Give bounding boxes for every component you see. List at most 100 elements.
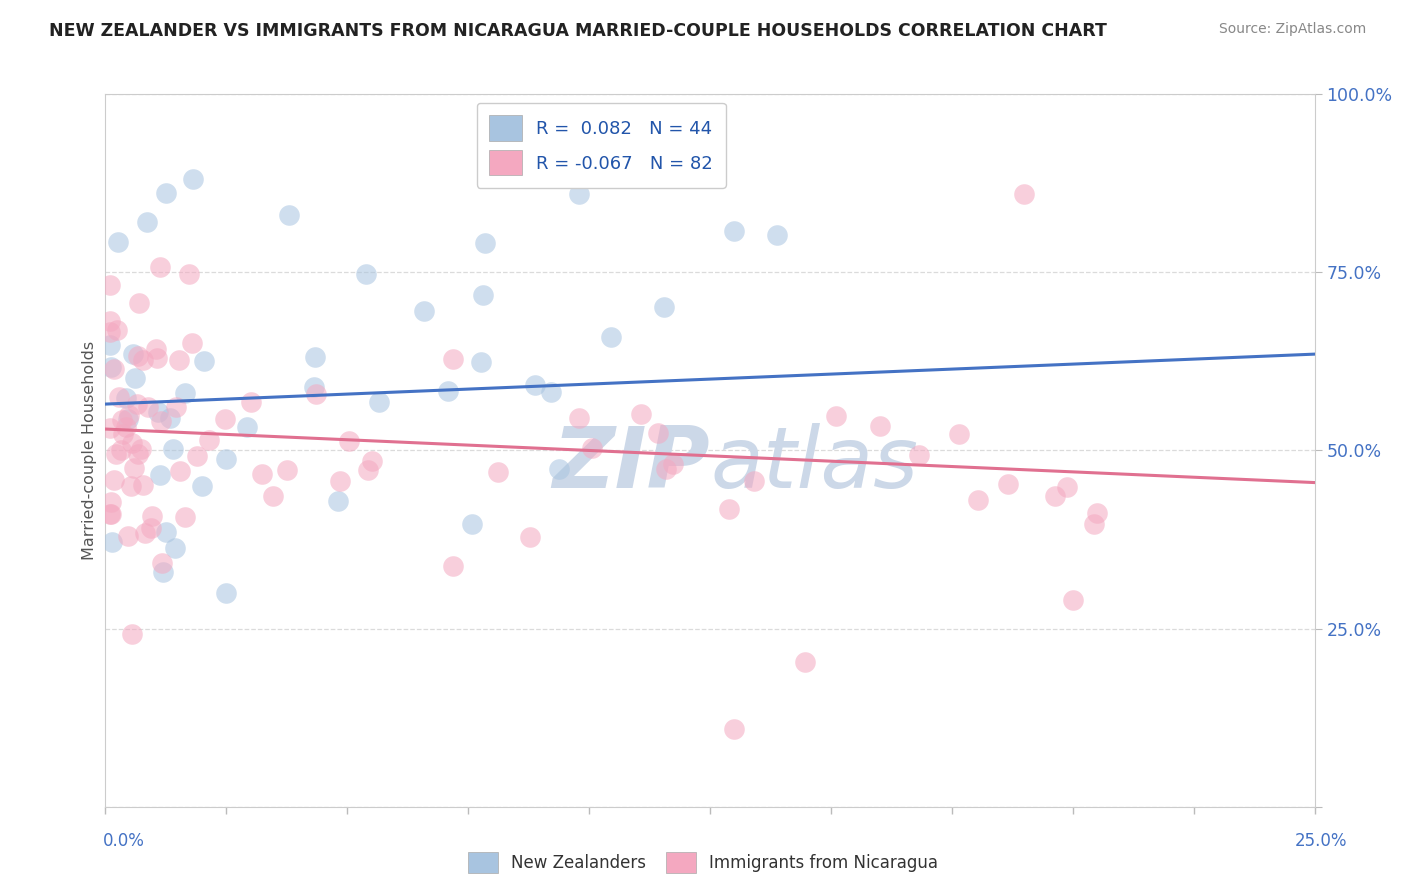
Point (337, 434, 360, 449)
Point (111, 427, 134, 442)
Point (742, 475, 765, 489)
Point (177, 267, 200, 281)
Point (121, 627, 143, 641)
Point (136, 215, 159, 229)
Point (152, 565, 174, 579)
Point (159, 411, 181, 425)
Point (127, 350, 149, 364)
Point (766, 228, 789, 243)
Point (174, 510, 197, 524)
Point (181, 172, 204, 186)
Point (1085, 506, 1108, 520)
Point (329, 474, 352, 488)
Point (107, 390, 129, 404)
Point (111, 413, 134, 427)
Point (655, 462, 678, 476)
Point (115, 420, 138, 434)
Point (105, 323, 128, 337)
Point (118, 409, 141, 423)
Point (519, 530, 541, 544)
Point (305, 386, 328, 401)
Point (180, 336, 202, 351)
Point (437, 384, 460, 398)
Point (997, 477, 1019, 491)
Text: 0.0%: 0.0% (103, 831, 145, 849)
Point (472, 287, 495, 301)
Point (581, 441, 603, 455)
Point (198, 433, 221, 447)
Point (149, 468, 172, 483)
Point (193, 353, 215, 368)
Legend: R =  0.082   N = 44, R = -0.067   N = 82: R = 0.082 N = 44, R = -0.067 N = 82 (477, 103, 725, 188)
Point (1045, 490, 1067, 504)
Point (100, 360, 122, 375)
Point (328, 493, 350, 508)
Point (278, 208, 301, 222)
Point (474, 235, 496, 250)
Point (236, 419, 259, 434)
Point (145, 342, 167, 356)
Point (136, 400, 159, 414)
Point (107, 235, 129, 249)
Point (150, 556, 173, 570)
Point (162, 442, 184, 457)
Point (908, 448, 931, 462)
Point (132, 353, 155, 368)
Point (150, 414, 173, 428)
Point (169, 464, 191, 478)
Point (1062, 593, 1084, 607)
Point (190, 479, 212, 493)
Point (599, 330, 621, 344)
Point (470, 355, 492, 369)
Y-axis label: Married-couple Households: Married-couple Households (82, 341, 97, 560)
Point (869, 418, 891, 433)
Point (1083, 516, 1105, 531)
Text: NEW ZEALANDER VS IMMIGRANTS FROM NICARAGUA MARRIED-COUPLE HOUSEHOLDS CORRELATION: NEW ZEALANDER VS IMMIGRANTS FROM NICARAG… (49, 22, 1107, 40)
Point (262, 489, 284, 503)
Point (124, 371, 146, 385)
Point (441, 559, 464, 574)
Point (120, 479, 142, 493)
Text: Source: ZipAtlas.com: Source: ZipAtlas.com (1219, 22, 1367, 37)
Point (276, 463, 298, 477)
Point (139, 521, 162, 535)
Point (486, 465, 509, 479)
Point (548, 462, 571, 476)
Point (794, 655, 817, 669)
Point (441, 352, 464, 367)
Point (652, 300, 675, 314)
Point (98, 421, 121, 435)
Point (141, 509, 163, 524)
Text: atlas: atlas (710, 423, 918, 507)
Point (215, 586, 238, 600)
Point (98, 325, 121, 339)
Point (215, 451, 238, 466)
Point (121, 436, 143, 450)
Point (723, 722, 745, 736)
Point (103, 474, 125, 488)
Point (98, 507, 121, 521)
Point (149, 260, 172, 275)
Point (101, 535, 124, 549)
Point (125, 397, 148, 411)
Point (104, 447, 127, 461)
Point (948, 426, 970, 441)
Point (413, 304, 436, 318)
Point (124, 461, 146, 475)
Point (174, 385, 197, 400)
Point (717, 501, 740, 516)
Point (304, 350, 326, 364)
Point (1056, 480, 1078, 494)
Point (155, 524, 177, 539)
Point (1014, 186, 1036, 201)
Point (134, 525, 156, 540)
Point (117, 411, 139, 425)
Point (723, 224, 745, 238)
Point (524, 378, 547, 392)
Point (115, 392, 138, 406)
Legend: New Zealanders, Immigrants from Nicaragua: New Zealanders, Immigrants from Nicaragu… (461, 846, 945, 880)
Point (110, 442, 132, 457)
Point (368, 394, 391, 409)
Point (169, 352, 191, 367)
Point (357, 463, 380, 477)
